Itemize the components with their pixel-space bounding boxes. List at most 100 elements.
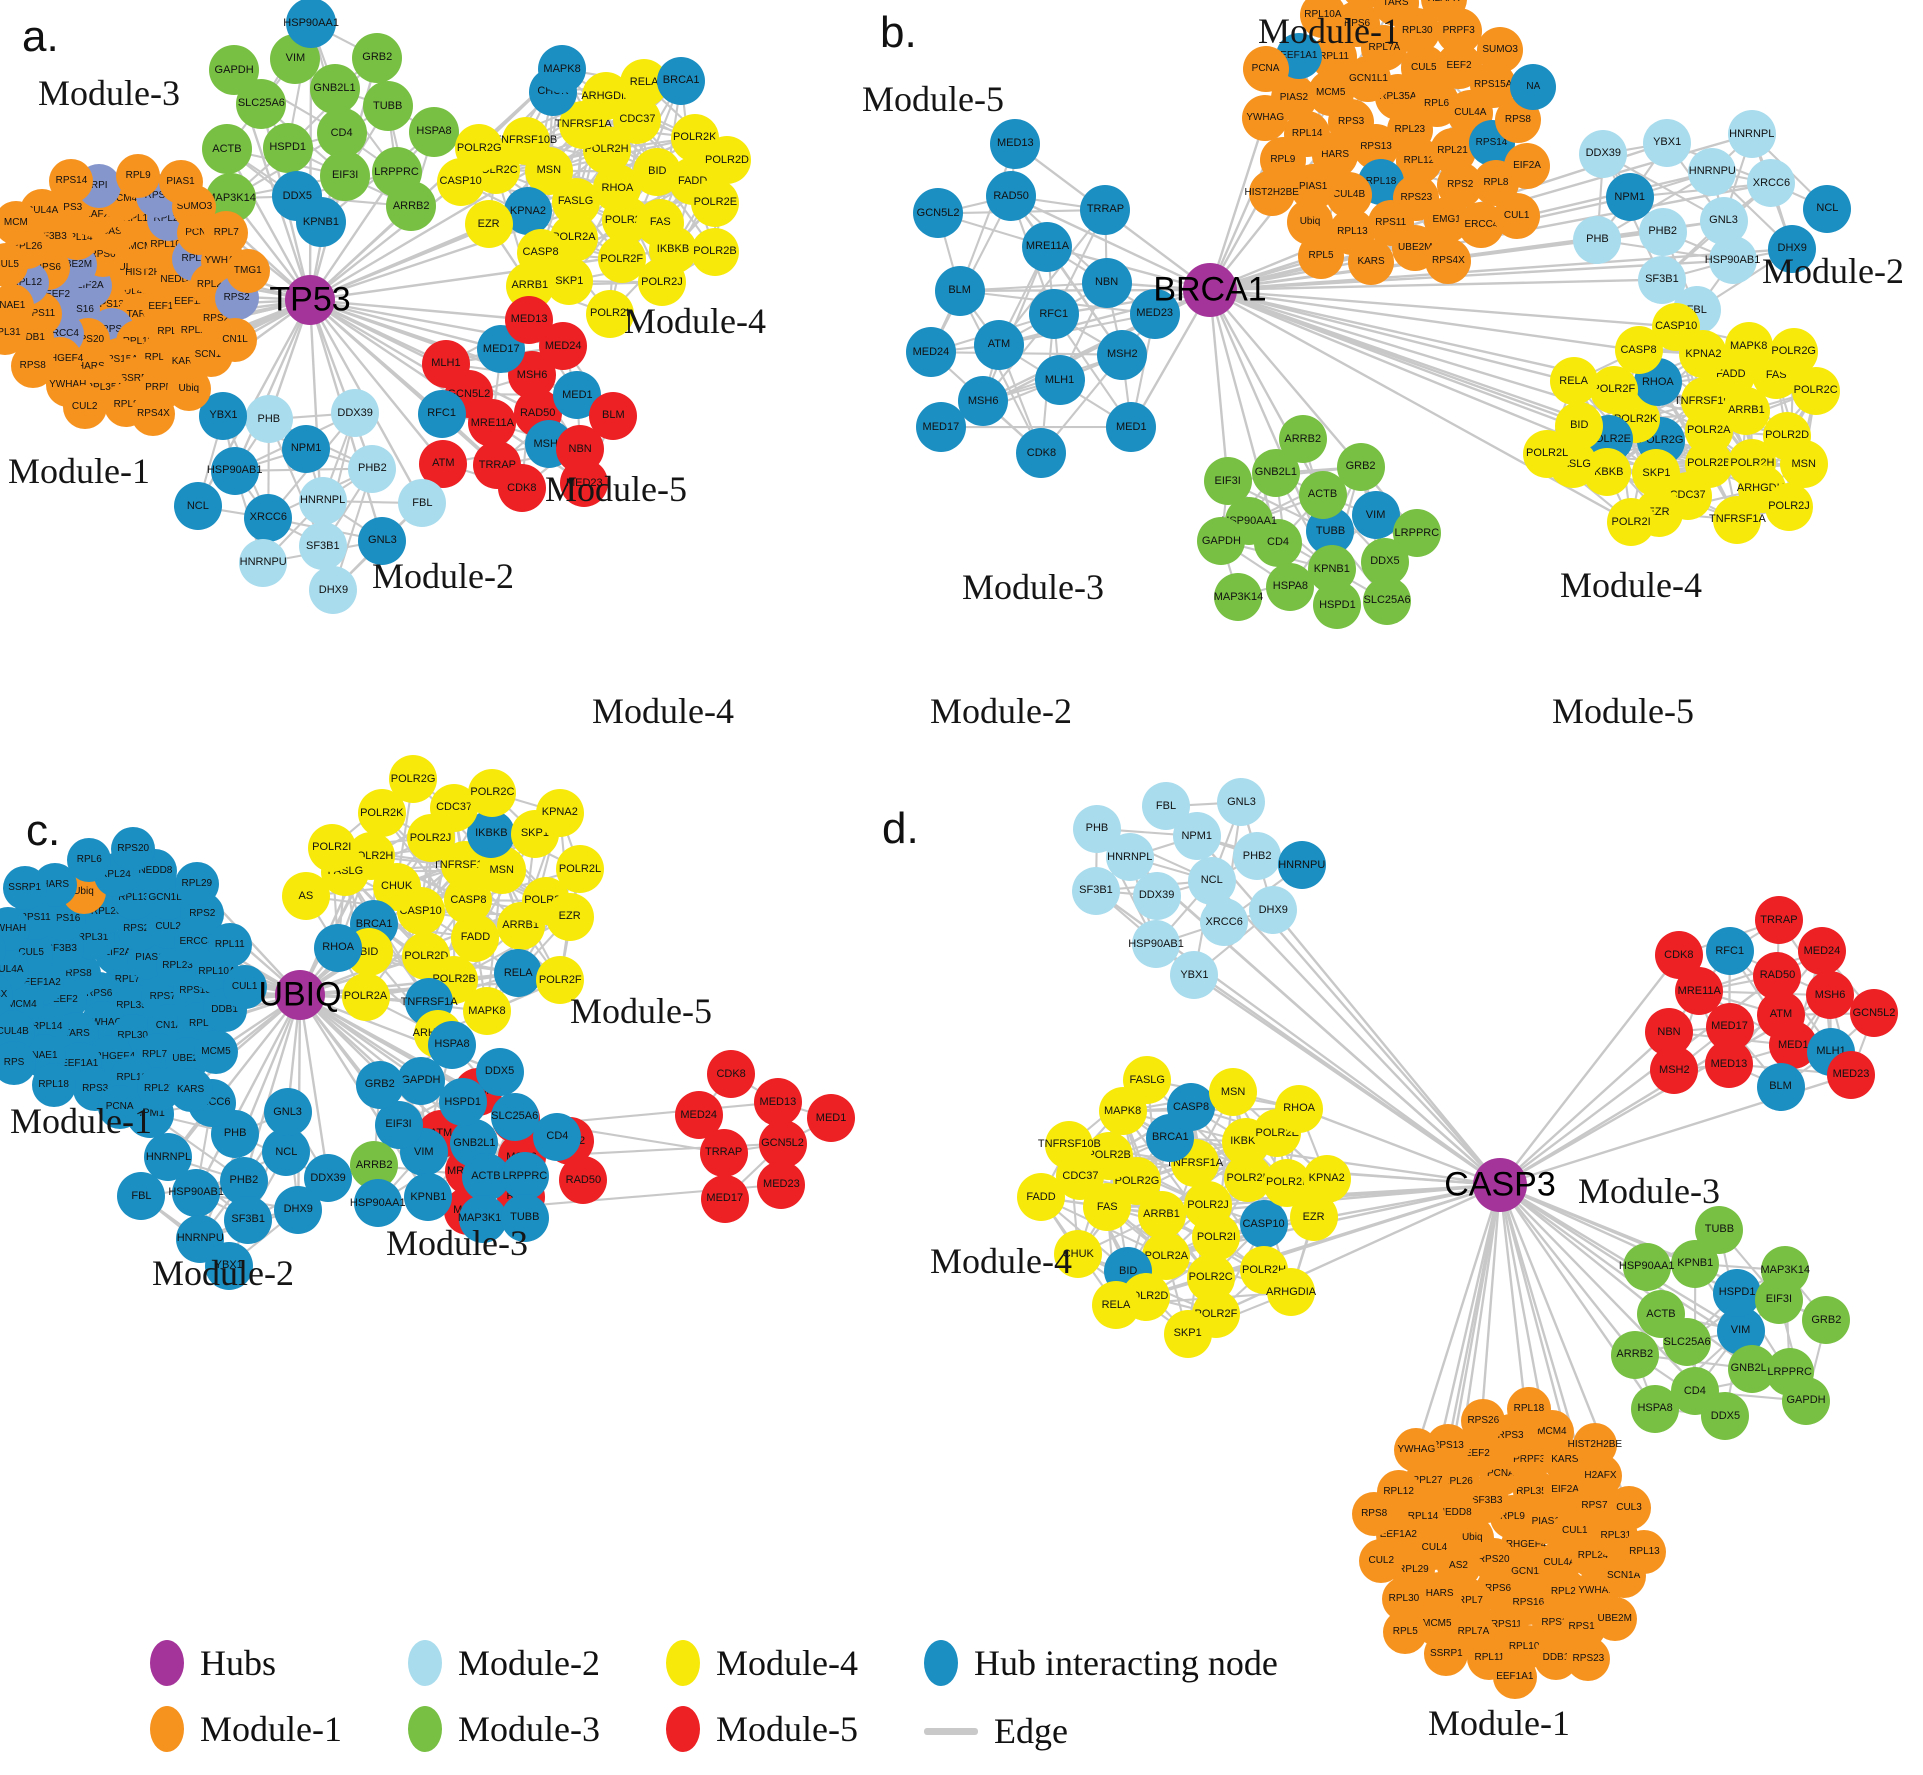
panel-b-module3-node-hspa8[interactable]: HSPA8 <box>1266 562 1315 611</box>
panel-b-module1-node-sumo3[interactable]: SUMO3 <box>1477 27 1524 74</box>
panel-d-module4-node-casp10[interactable]: CASP10 <box>1239 1200 1288 1249</box>
panel-b-module1-node-pcna[interactable]: PCNA <box>1242 45 1289 92</box>
panel-a-module3-node-arrb2[interactable]: ARRB2 <box>386 181 437 232</box>
panel-d-module5-node-rfc1[interactable]: RFC1 <box>1705 927 1754 976</box>
panel-a-module1-node-pias1[interactable]: PIAS1 <box>158 159 203 204</box>
panel-c-module3-node-map3k14[interactable]: MAP3K14 <box>458 1194 507 1243</box>
panel-d-module3-node-hspd1[interactable]: HSPD1 <box>1713 1268 1762 1317</box>
panel-c-module1-node-mcm5[interactable]: MCM5 <box>193 1029 238 1074</box>
panel-d-module5-node-gcn5l2[interactable]: GCN5L2 <box>1849 989 1898 1038</box>
panel-c-module4-node-rhoa[interactable]: RHOA <box>314 923 363 972</box>
panel-d-module4-node-faslg[interactable]: FASLG <box>1123 1056 1172 1105</box>
panel-d-module4-node-rela[interactable]: RELA <box>1091 1281 1140 1330</box>
panel-a-module5-node-cdk8[interactable]: CDK8 <box>497 464 546 513</box>
panel-a-module3-node-hspd1[interactable]: HSPD1 <box>262 122 313 173</box>
panel-c-module5b-node-med13[interactable]: MED13 <box>753 1078 802 1127</box>
panel-b-module5-node-nbn[interactable]: NBN <box>1081 257 1132 308</box>
panel-d-module5-node-trrap[interactable]: TRRAP <box>1754 896 1803 945</box>
panel-c-module4-node-rela[interactable]: RELA <box>494 949 543 998</box>
panel-b-module5-node-mlh1[interactable]: MLH1 <box>1034 355 1085 406</box>
panel-d-module2-node-sf3b1[interactable]: SF3B1 <box>1071 866 1120 915</box>
panel-d-module1-node-eef1a1[interactable]: EEF1A1 <box>1492 1655 1537 1700</box>
panel-d-module4-node-rhoa[interactable]: RHOA <box>1275 1084 1324 1133</box>
panel-d-module2-node-ddx39[interactable]: DDX39 <box>1132 871 1181 920</box>
panel-d-module1-node-rpl18[interactable]: RPL18 <box>1506 1387 1551 1432</box>
panel-a-module3-node-gnb2l1[interactable]: GNB2L1 <box>309 63 360 114</box>
panel-a-module2-node-hsp90ab1[interactable]: HSP90AB1 <box>207 446 262 495</box>
panel-a-module3-node-hspa8[interactable]: HSPA8 <box>409 106 460 157</box>
panel-b-module1-node-cul1[interactable]: CUL1 <box>1493 193 1540 240</box>
panel-d-module1-node-rps23[interactable]: RPS23 <box>1566 1636 1611 1681</box>
panel-c-module3-node-slc25a6[interactable]: SLC25A6 <box>490 1092 539 1141</box>
panel-b-module2-node-npm1[interactable]: NPM1 <box>1605 173 1654 222</box>
panel-d-module5-node-med13[interactable]: MED13 <box>1704 1040 1753 1089</box>
panel-b-module2-node-phb[interactable]: PHB <box>1573 215 1622 264</box>
panel-a-module2-node-npm1[interactable]: NPM1 <box>282 424 331 473</box>
panel-b-module4-node-mapk8[interactable]: MAPK8 <box>1724 322 1773 371</box>
panel-b-module4-node-polr2i[interactable]: POLR2I <box>1607 498 1656 547</box>
panel-b-module5-node-trrap[interactable]: TRRAP <box>1080 184 1131 235</box>
panel-b-module5-node-cdk8[interactable]: CDK8 <box>1016 428 1067 479</box>
panel-c-module5b-node-med1[interactable]: MED1 <box>807 1094 856 1143</box>
panel-d-module1-node-rps26[interactable]: RPS26 <box>1461 1398 1506 1443</box>
panel-c-module1-node-rpl5[interactable]: RPL5 <box>0 927 6 972</box>
panel-b-module1-node-ddb1[interactable]: DDB1 <box>1340 0 1387 9</box>
panel-a-module4-node-mapk8[interactable]: MAPK8 <box>538 45 587 94</box>
panel-b-module3-node-arrb2[interactable]: ARRB2 <box>1278 415 1327 464</box>
panel-a-module1-node-cn1l[interactable]: CN1L <box>213 317 258 362</box>
panel-d-module2-node-dhx9[interactable]: DHX9 <box>1249 886 1298 935</box>
panel-c-module1-node-rps[interactable]: RPS <box>0 1041 37 1086</box>
panel-d-module2-node-hnrnpu[interactable]: HNRNPU <box>1277 841 1326 890</box>
panel-a-module5-node-blm[interactable]: BLM <box>589 391 638 440</box>
panel-d-module3-node-tubb[interactable]: TUBB <box>1695 1205 1744 1254</box>
panel-b-module5-node-blm[interactable]: BLM <box>934 265 985 316</box>
panel-b-module5-node-mre11a[interactable]: MRE11A <box>1022 221 1073 272</box>
panel-a-module2-node-hnrnpu[interactable]: HNRNPU <box>239 538 288 587</box>
panel-b-module1-node-hist2h2be[interactable]: HIST2H2BE <box>1245 170 1299 217</box>
panel-a-module3-node-hsp90aa1[interactable]: HSP90AA1 <box>283 0 339 49</box>
panel-d-module5-node-blm[interactable]: BLM <box>1756 1062 1805 1111</box>
panel-a-module3-node-cd4[interactable]: CD4 <box>316 108 367 159</box>
panel-b-module5-node-rad50[interactable]: RAD50 <box>986 171 1037 222</box>
panel-a-module4-node-polr2d[interactable]: POLR2D <box>703 136 751 185</box>
panel-c-module4-node-as[interactable]: AS <box>281 872 330 921</box>
panel-d-module3-node-gapdh[interactable]: GAPDH <box>1782 1376 1831 1425</box>
panel-d-module1-node-rpl5[interactable]: RPL5 <box>1383 1609 1428 1654</box>
panel-d-module2-node-gnl3[interactable]: GNL3 <box>1217 778 1266 827</box>
panel-c-module3-node-cd4[interactable]: CD4 <box>533 1112 582 1161</box>
panel-d-hub-node[interactable] <box>1473 1158 1527 1212</box>
panel-c-module1-node-rpl11[interactable]: RPL11 <box>207 922 252 967</box>
panel-d-module3-node-arrb2[interactable]: ARRB2 <box>1610 1330 1659 1379</box>
panel-c-module3-node-grb2[interactable]: GRB2 <box>355 1060 404 1109</box>
panel-c-module4-node-polr2g[interactable]: POLR2G <box>389 755 438 804</box>
panel-c-module5b-node-med17[interactable]: MED17 <box>700 1174 749 1223</box>
panel-c-module2-node-ddx39[interactable]: DDX39 <box>304 1154 353 1203</box>
panel-b-module2-node-hnrnpl[interactable]: HNRNPL <box>1727 110 1776 159</box>
panel-a-module5-node-mlh1[interactable]: MLH1 <box>421 339 470 388</box>
panel-a-module1-node-ubiq[interactable]: Ubiq <box>166 367 211 412</box>
panel-b-module3-node-map3k14[interactable]: MAP3K14 <box>1214 573 1263 622</box>
panel-b-module3-node-gapdh[interactable]: GAPDH <box>1197 517 1246 566</box>
panel-b-module4-node-polr2g[interactable]: POLR2G <box>1769 327 1818 376</box>
panel-c-module4-node-polr2l[interactable]: POLR2L <box>556 845 604 894</box>
panel-b-module5-node-med24[interactable]: MED24 <box>905 327 956 378</box>
panel-d-module5-node-msh2[interactable]: MSH2 <box>1650 1046 1699 1095</box>
panel-a-module1-node-cul2[interactable]: CUL2 <box>62 384 107 429</box>
panel-a-module5-node-rfc1[interactable]: RFC1 <box>417 389 466 438</box>
panel-a-module2-node-dhx9[interactable]: DHX9 <box>309 566 358 615</box>
panel-c-module2-node-sf3b1[interactable]: SF3B1 <box>224 1195 273 1244</box>
panel-c-module4-node-ezr[interactable]: EZR <box>545 892 594 941</box>
panel-b-module2-node-hsp90ab1[interactable]: HSP90AB1 <box>1705 236 1760 285</box>
panel-c-module2-node-gnl3[interactable]: GNL3 <box>263 1088 312 1137</box>
panel-d-module4-node-skp1[interactable]: SKP1 <box>1163 1309 1212 1358</box>
panel-a-module1-node-rpl7[interactable]: RPL7 <box>204 210 249 255</box>
panel-b-module5-node-atm[interactable]: ATM <box>973 319 1024 370</box>
panel-b-module5-node-msh6[interactable]: MSH6 <box>958 376 1009 426</box>
panel-a-module5-node-med13[interactable]: MED13 <box>505 295 554 344</box>
panel-d-module5-node-msh6[interactable]: MSH6 <box>1806 971 1855 1020</box>
panel-d-module4-node-kpna2[interactable]: KPNA2 <box>1302 1154 1351 1203</box>
panel-b-module5-node-med1[interactable]: MED1 <box>1106 402 1157 452</box>
panel-c-module4-node-mapk8[interactable]: MAPK8 <box>462 987 511 1036</box>
panel-c-module4-node-polr2i[interactable]: POLR2I <box>307 823 356 872</box>
panel-b-module3-node-eif3i[interactable]: EIF3I <box>1203 457 1252 506</box>
